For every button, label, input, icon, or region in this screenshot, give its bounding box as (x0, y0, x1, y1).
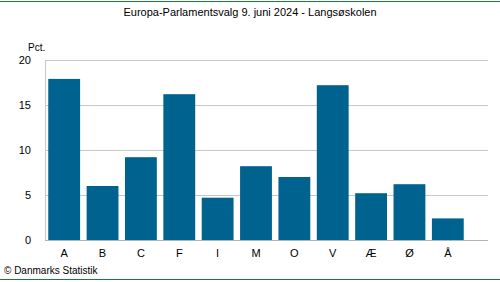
grid (45, 61, 488, 241)
x-tick: Æ (366, 240, 377, 259)
x-tick: Ø (405, 240, 414, 259)
bar (278, 177, 310, 240)
x-tick-label: O (290, 247, 299, 259)
y-tick: 0 (25, 234, 45, 246)
y-axis-line (45, 61, 46, 241)
x-tick-label: V (329, 247, 337, 259)
x-tick-label: F (176, 247, 183, 259)
x-tick-label: B (99, 247, 106, 259)
x-tick-label: I (216, 247, 219, 259)
x-tick-label: Ø (405, 247, 414, 259)
grid-line (45, 60, 488, 61)
grid-line (45, 150, 488, 151)
x-tick: M (251, 240, 260, 259)
y-tick-label: 15 (19, 99, 31, 111)
y-axis: 0 5 10 15 20 (19, 54, 46, 246)
y-tick-label: 5 (25, 189, 31, 201)
x-tick-label: A (61, 247, 69, 259)
bar (355, 193, 387, 240)
x-tick: B (99, 240, 106, 259)
y-tick-label: 20 (19, 54, 31, 66)
y-tick: 10 (19, 144, 45, 156)
x-tick: Å (444, 240, 452, 259)
bar (432, 218, 464, 240)
y-tick: 5 (25, 189, 45, 201)
bar (202, 198, 234, 240)
bar (317, 85, 349, 240)
grid-line (45, 105, 488, 106)
x-tick: F (176, 240, 183, 259)
y-tick: 15 (19, 99, 45, 111)
bar (394, 184, 426, 240)
bar (240, 166, 272, 240)
bottom-rule (0, 279, 500, 280)
top-rule (0, 1, 500, 2)
x-tick-label: M (251, 247, 260, 259)
source: © Danmarks Statistik (4, 265, 99, 276)
x-tick: V (329, 240, 337, 259)
x-tick-label: Æ (366, 247, 377, 259)
grid-line (45, 240, 488, 241)
bar (163, 94, 195, 240)
x-tick-label: C (137, 247, 145, 259)
x-tick: I (216, 240, 219, 259)
x-tick: C (137, 240, 145, 259)
title: Europa-Parlamentsvalg 9. juni 2024 - Lan… (123, 6, 376, 18)
y-tick-label: 0 (25, 234, 31, 246)
bar (125, 157, 157, 240)
x-tick: O (290, 240, 299, 259)
x-axis: ABCFIMOVÆØÅ (45, 240, 488, 259)
x-axis-line (45, 240, 488, 241)
x-tick-label: Å (444, 247, 452, 259)
bars (48, 79, 463, 240)
y-axis-title: Pct. (28, 42, 45, 53)
chart: Europa-Parlamentsvalg 9. juni 2024 - Lan… (0, 0, 500, 282)
x-tick: A (61, 240, 69, 259)
y-tick-label: 10 (19, 144, 31, 156)
bar (48, 79, 80, 240)
y-tick: 20 (19, 54, 45, 66)
bar (87, 186, 119, 240)
